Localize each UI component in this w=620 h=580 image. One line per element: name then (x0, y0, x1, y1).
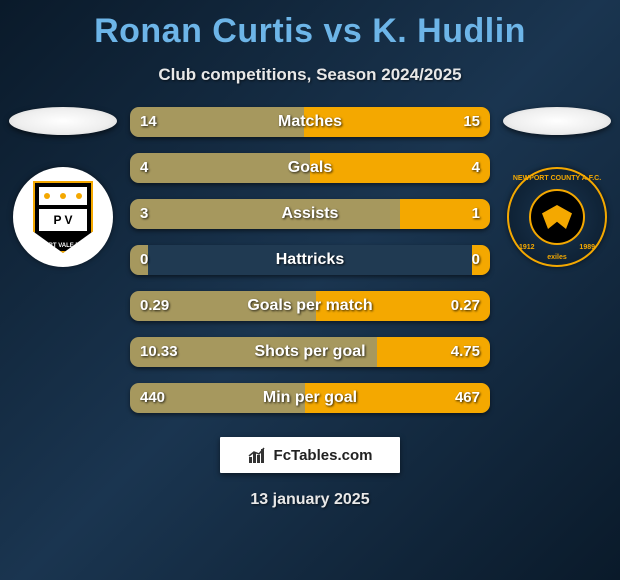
footer-brand-text: FcTables.com (274, 447, 373, 464)
stat-bar-left (130, 153, 310, 183)
page-title: Ronan Curtis vs K. Hudlin (0, 0, 620, 51)
team-crest-right: NEWPORT COUNTY A.F.C. 1912 1989 exiles (507, 167, 607, 267)
stat-row: 1415Matches (130, 107, 490, 137)
team-crest-left: P V PORT VALE F.C. (13, 167, 113, 267)
bird-icon (542, 205, 572, 229)
stat-bar-left (130, 245, 148, 275)
fctables-logo-icon (248, 447, 268, 463)
stat-row: 10.334.75Shots per goal (130, 337, 490, 367)
stat-bar-right (310, 153, 490, 183)
stat-bar-right (400, 199, 490, 229)
shield-top-row (39, 187, 87, 205)
shield-clubname: PORT VALE F.C. (35, 243, 91, 249)
stat-bar-right (316, 291, 490, 321)
crest-ring-top: NEWPORT COUNTY A.F.C. (509, 175, 605, 182)
stat-bar-left (130, 199, 400, 229)
stat-row: 00Hattricks (130, 245, 490, 275)
stat-row: 0.290.27Goals per match (130, 291, 490, 321)
crest-ring-bottom: exiles (509, 254, 605, 261)
left-side: P V PORT VALE F.C. (8, 107, 118, 267)
crest-ring-right: 1989 (579, 244, 595, 251)
comparison-layout: P V PORT VALE F.C. 1415Matches 44Goals 31A… (0, 107, 620, 413)
stat-bar-left (130, 107, 304, 137)
stat-row: 440467Min per goal (130, 383, 490, 413)
stat-bar-left (130, 383, 305, 413)
player-avatar-right (503, 107, 611, 135)
stat-bar-right (305, 383, 490, 413)
stat-bar-left (130, 291, 316, 321)
footer-brand-badge: FcTables.com (220, 437, 400, 473)
stat-row: 44Goals (130, 153, 490, 183)
newport-inner-icon (529, 189, 585, 245)
stat-bar-right (472, 245, 490, 275)
crest-ring-left: 1912 (519, 244, 535, 251)
right-side: NEWPORT COUNTY A.F.C. 1912 1989 exiles (502, 107, 612, 267)
shield-initials: P V (39, 209, 87, 231)
port-vale-shield-icon: P V PORT VALE F.C. (33, 181, 93, 253)
stat-bar-right (377, 337, 490, 367)
footer-date: 13 january 2025 (0, 491, 620, 509)
subtitle: Club competitions, Season 2024/2025 (0, 65, 620, 85)
stat-bar-right (304, 107, 490, 137)
stat-bar-left (130, 337, 377, 367)
stat-label: Hattricks (130, 245, 490, 275)
player-avatar-left (9, 107, 117, 135)
stat-bars-container: 1415Matches 44Goals 31Assists 00Hattricks 0.… (130, 107, 490, 413)
stat-row: 31Assists (130, 199, 490, 229)
